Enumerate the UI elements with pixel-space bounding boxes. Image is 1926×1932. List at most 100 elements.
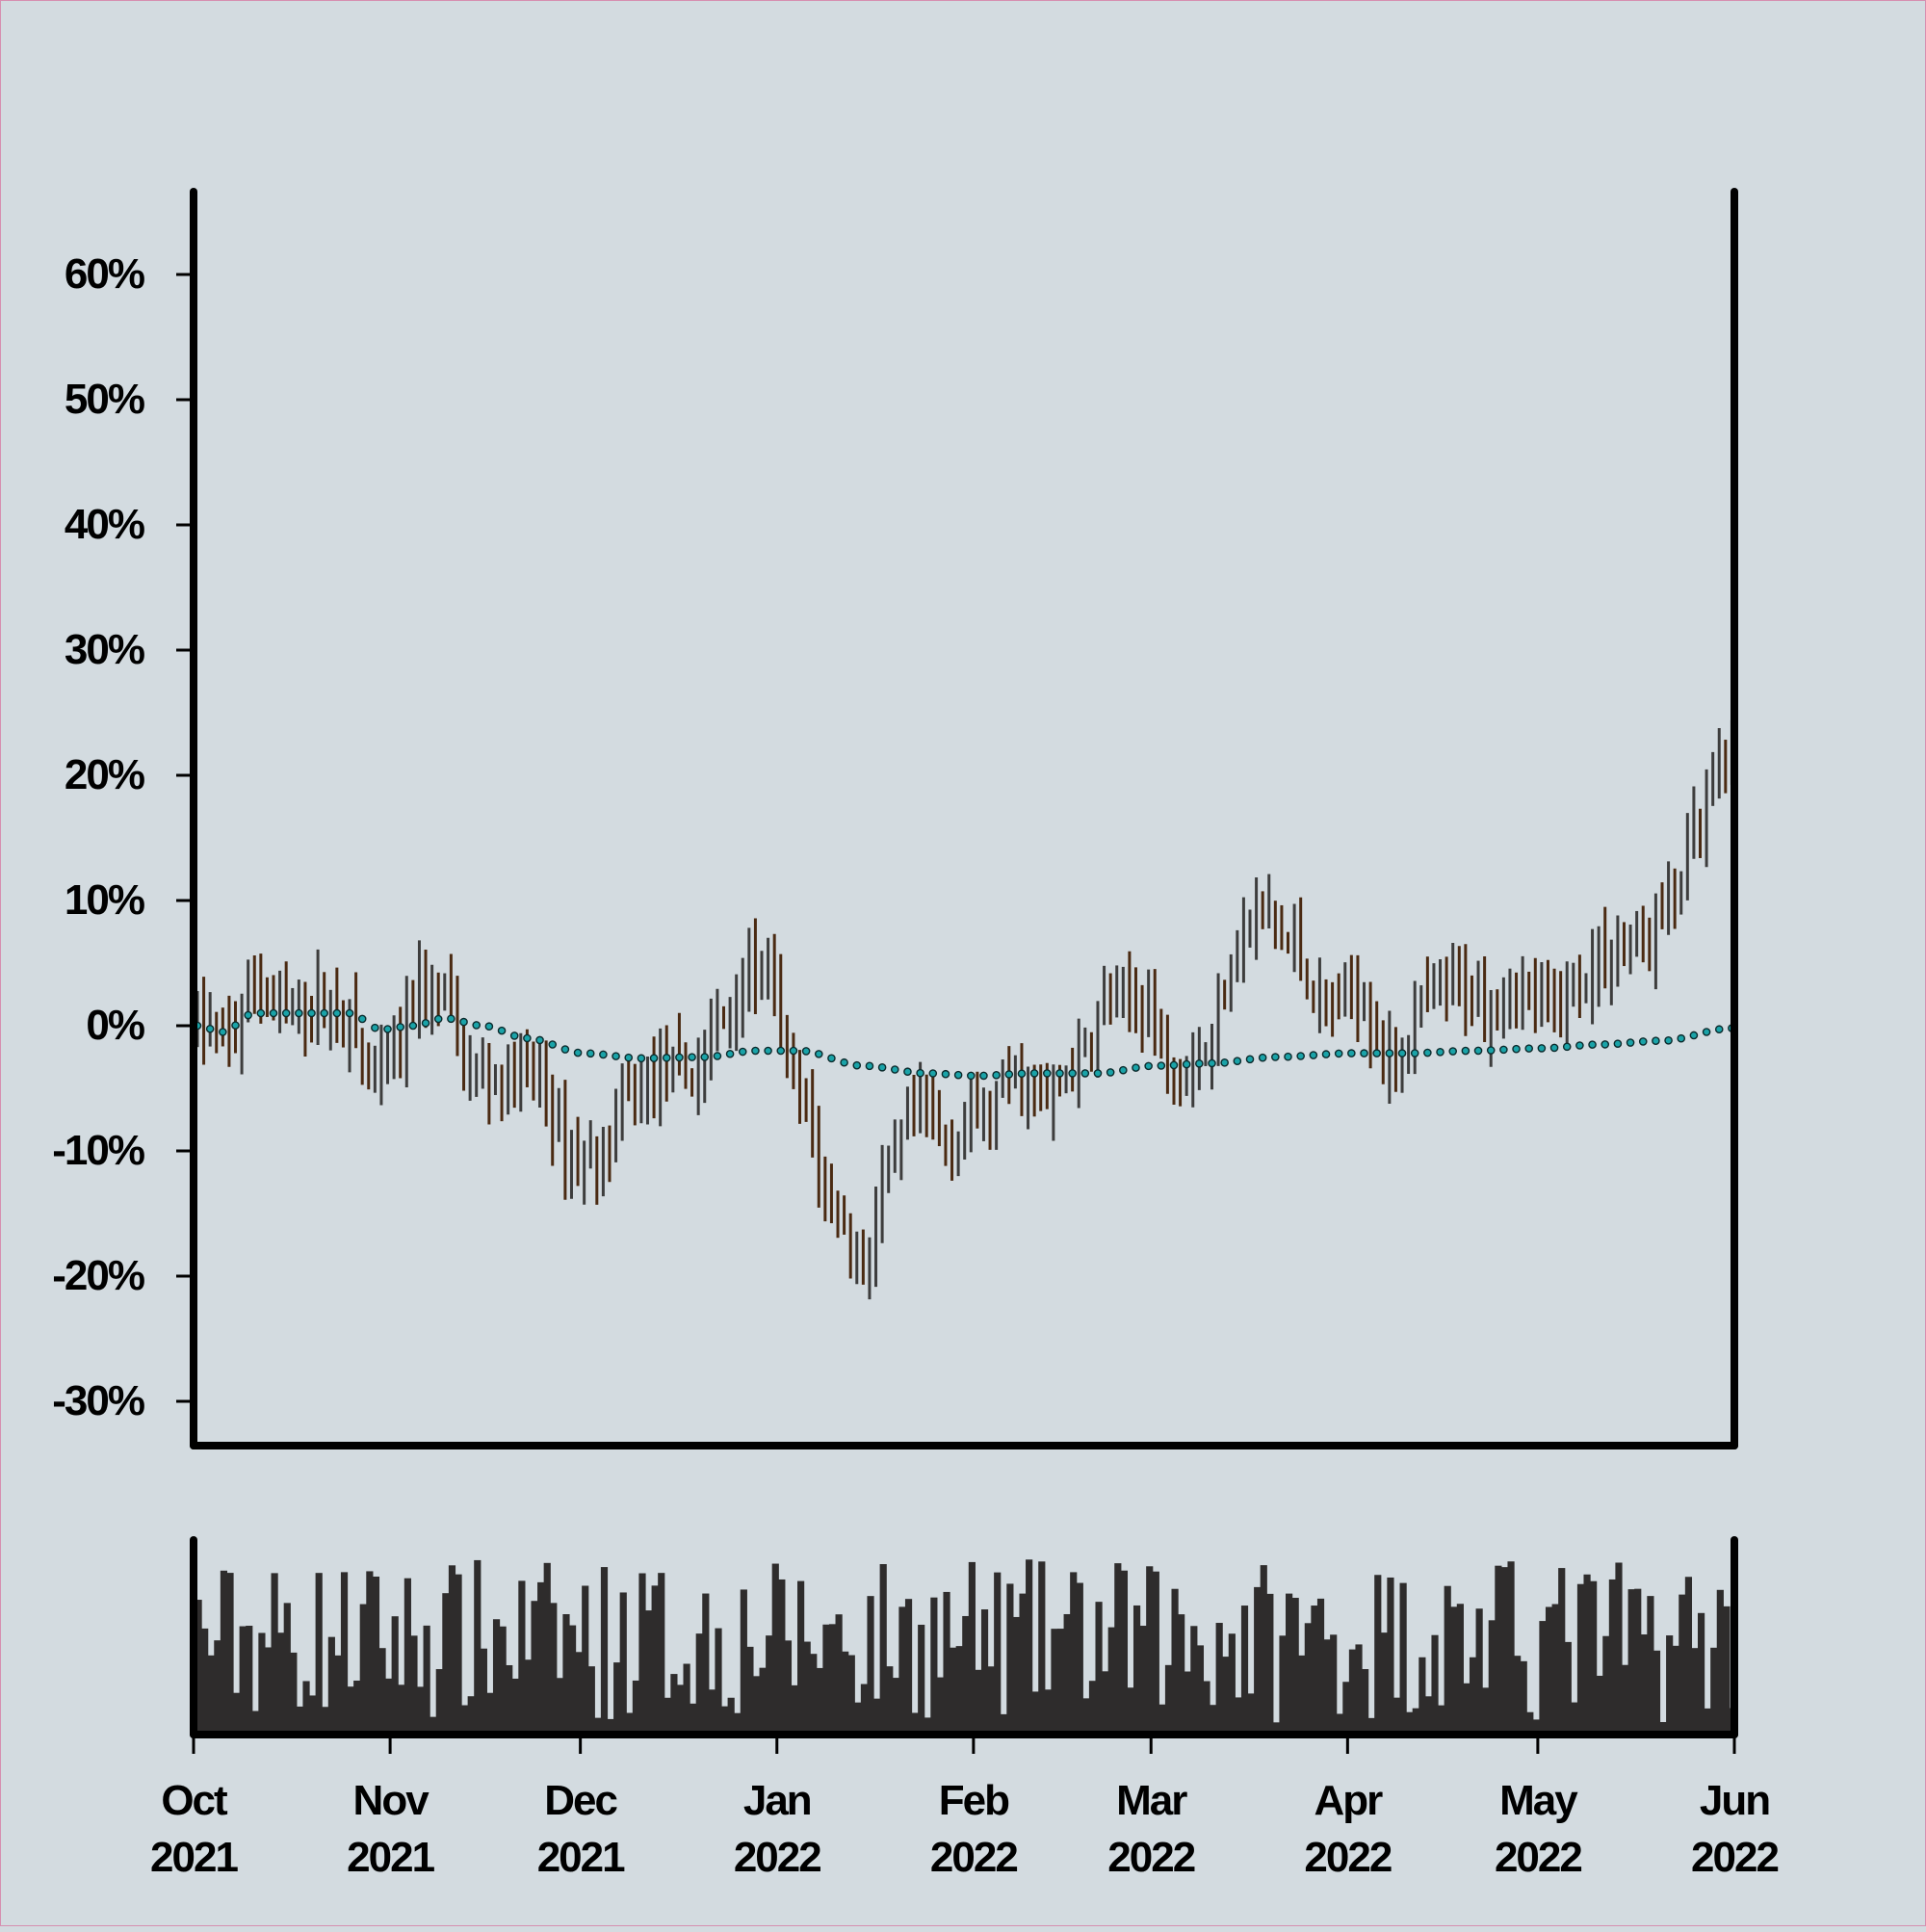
- volume-bar: [1088, 1681, 1097, 1735]
- volume-bar: [766, 1635, 773, 1735]
- moving-average-point: [1512, 1044, 1521, 1054]
- volume-bar: [867, 1596, 874, 1735]
- volume-bar: [467, 1696, 475, 1735]
- volume-bar: [1012, 1616, 1021, 1735]
- volume-bar: [1026, 1559, 1033, 1735]
- volume-bar: [537, 1581, 545, 1735]
- volume-bar: [1627, 1589, 1635, 1735]
- moving-average-point: [281, 1008, 291, 1018]
- volume-bar: [1171, 1588, 1179, 1735]
- moving-average-point: [1220, 1058, 1229, 1067]
- moving-average-point: [371, 1023, 379, 1032]
- moving-average-point: [509, 1031, 519, 1040]
- volume-bar: [816, 1667, 823, 1735]
- volume-bar: [1545, 1606, 1553, 1735]
- volume-bar: [803, 1641, 811, 1735]
- volume-bar: [1710, 1647, 1718, 1735]
- volume-bar: [1532, 1719, 1540, 1735]
- volume-bar: [1164, 1664, 1173, 1735]
- y-tick-label: -10%: [52, 1127, 144, 1174]
- moving-average-point: [1093, 1069, 1103, 1078]
- volume-bar: [1374, 1575, 1382, 1735]
- volume-bar: [797, 1580, 805, 1735]
- volume-bar: [1095, 1602, 1103, 1735]
- volume-bar: [1215, 1623, 1223, 1735]
- volume-bar: [644, 1610, 653, 1735]
- volume-bar: [1222, 1657, 1230, 1735]
- volume-bar: [1196, 1645, 1205, 1735]
- volume-bar: [1076, 1582, 1083, 1735]
- y-tick-label: 60%: [65, 250, 144, 298]
- y-axis-ticks: 60% 50% 40% 30% 20% 10% 0% -10% -20% -30%: [52, 250, 194, 1424]
- volume-bar: [575, 1652, 583, 1735]
- volume-bar: [1640, 1634, 1648, 1735]
- moving-average-point: [1652, 1036, 1660, 1046]
- volume-bar: [347, 1686, 354, 1735]
- x-tick-month: Mar: [1116, 1777, 1187, 1824]
- volume-bar: [455, 1574, 462, 1735]
- volume-bar: [879, 1564, 887, 1735]
- moving-average-point: [916, 1068, 924, 1078]
- volume-bar: [1716, 1589, 1724, 1735]
- moving-average-point: [1626, 1038, 1635, 1047]
- moving-average-point: [890, 1065, 899, 1074]
- volume-bar: [1000, 1713, 1007, 1735]
- moving-average-point: [852, 1060, 862, 1070]
- volume-bar: [334, 1655, 342, 1735]
- volume-bar: [1114, 1563, 1122, 1735]
- volume-bar: [619, 1592, 627, 1735]
- volume-bar: [492, 1619, 501, 1735]
- volume-bar: [1520, 1660, 1527, 1735]
- volume-bar: [1380, 1632, 1388, 1735]
- volume-bar: [1031, 1691, 1039, 1735]
- volume-bar: [1564, 1641, 1572, 1735]
- y-tick-label: 40%: [65, 501, 144, 548]
- volume-bar: [353, 1680, 361, 1735]
- volume-bar: [664, 1697, 671, 1735]
- volume-bar: [1596, 1675, 1603, 1735]
- moving-average-point: [1080, 1069, 1090, 1078]
- volume-bar: [842, 1651, 849, 1735]
- moving-average-point: [1461, 1046, 1471, 1056]
- volume-bar: [302, 1681, 310, 1735]
- volume-bar: [1044, 1689, 1052, 1735]
- volume-bar: [1539, 1621, 1547, 1735]
- volume-bar: [911, 1712, 919, 1735]
- x-tick-month: May: [1499, 1777, 1578, 1824]
- x-tick-month: Nov: [353, 1777, 430, 1824]
- moving-average-point: [1043, 1069, 1052, 1078]
- volume-bar: [556, 1678, 563, 1735]
- moving-average-point: [1360, 1049, 1368, 1057]
- volume-bar: [309, 1695, 317, 1735]
- volume-bar: [531, 1601, 538, 1735]
- volume-bar: [918, 1624, 925, 1735]
- moving-average-point: [1486, 1046, 1496, 1055]
- moving-average-point: [1284, 1052, 1292, 1061]
- volume-bar: [690, 1703, 697, 1735]
- moving-average-point: [1613, 1039, 1623, 1048]
- volume-bar: [1367, 1717, 1375, 1735]
- volume-bar: [1178, 1614, 1185, 1735]
- volume-bar: [1228, 1633, 1236, 1735]
- volume-bar: [264, 1647, 273, 1735]
- volume-bar: [670, 1674, 678, 1735]
- volume-bar: [1051, 1629, 1058, 1735]
- moving-average-point: [1296, 1052, 1305, 1060]
- volume-bar: [886, 1666, 894, 1735]
- moving-average-point: [776, 1046, 786, 1056]
- moving-average-point: [1132, 1063, 1140, 1072]
- moving-average-point: [1055, 1069, 1064, 1078]
- volume-bar: [1146, 1566, 1154, 1735]
- moving-average-point: [1537, 1044, 1547, 1053]
- volume-bar: [1279, 1635, 1287, 1735]
- volume-bar: [315, 1573, 323, 1735]
- volume-bar: [1723, 1606, 1731, 1735]
- volume-bar: [1691, 1648, 1699, 1735]
- volume-bar: [638, 1573, 646, 1735]
- volume-bar: [290, 1652, 298, 1735]
- volume-bar: [378, 1648, 386, 1735]
- moving-average-point: [1068, 1069, 1077, 1078]
- volume-bar: [461, 1705, 469, 1735]
- volume-bar: [771, 1563, 779, 1735]
- volume-bar: [442, 1593, 450, 1735]
